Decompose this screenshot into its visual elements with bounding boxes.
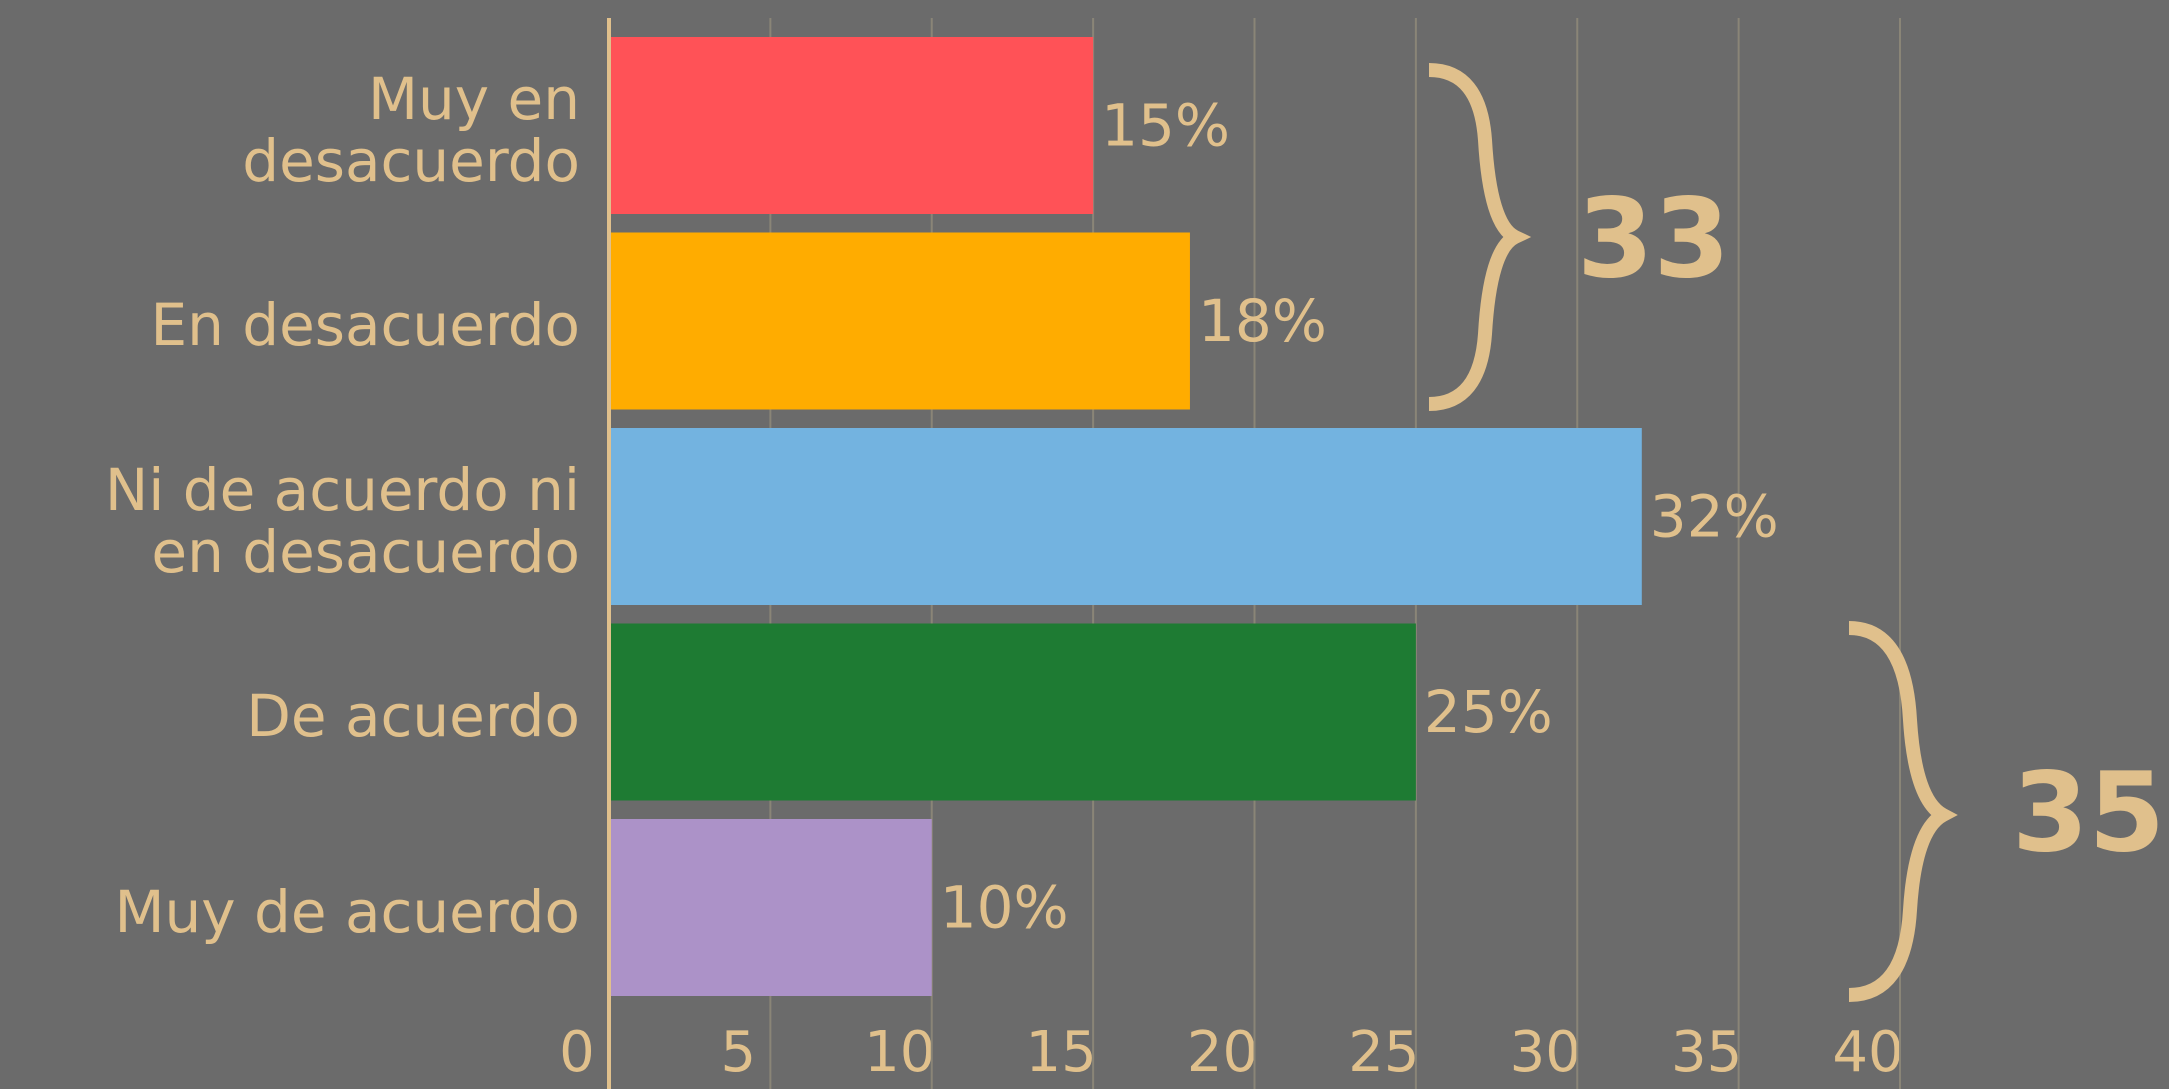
y-tick-label: Muy de acuerdo <box>114 877 580 946</box>
bar <box>609 623 1416 801</box>
y-tick-label: Muy en desacuerdo <box>242 64 580 195</box>
y-tick-label: En desacuerdo <box>150 291 580 359</box>
value-label: 32% <box>1650 483 1779 551</box>
x-tick-label: 40 <box>1832 1020 1903 1085</box>
x-tick-label: 5 <box>721 1020 757 1085</box>
bar <box>609 819 932 996</box>
brace <box>1428 63 1532 411</box>
annotation: 33 <box>1577 174 1730 302</box>
value-label: 10% <box>940 874 1069 942</box>
x-tick-label: 10 <box>864 1020 935 1085</box>
y-tick-label: De acuerdo <box>246 682 580 750</box>
x-tick-label: 35 <box>1671 1020 1742 1085</box>
x-tick-label: 15 <box>1025 1020 1096 1085</box>
bar <box>609 428 1642 605</box>
brace <box>1848 621 1958 1002</box>
x-tick-label: 0 <box>559 1020 595 1085</box>
x-tick-label: 20 <box>1187 1020 1258 1085</box>
x-tick-label: 30 <box>1510 1020 1581 1085</box>
bar <box>609 37 1094 214</box>
value-label: 18% <box>1198 287 1327 355</box>
y-tick-label: Ni de acuerdo ni en desacuerdo <box>104 455 580 586</box>
x-tick-label: 25 <box>1348 1020 1419 1085</box>
value-label: 15% <box>1101 92 1230 160</box>
annotation: 35 <box>2012 748 2165 876</box>
value-label: 25% <box>1424 678 1553 746</box>
bar <box>609 232 1190 410</box>
